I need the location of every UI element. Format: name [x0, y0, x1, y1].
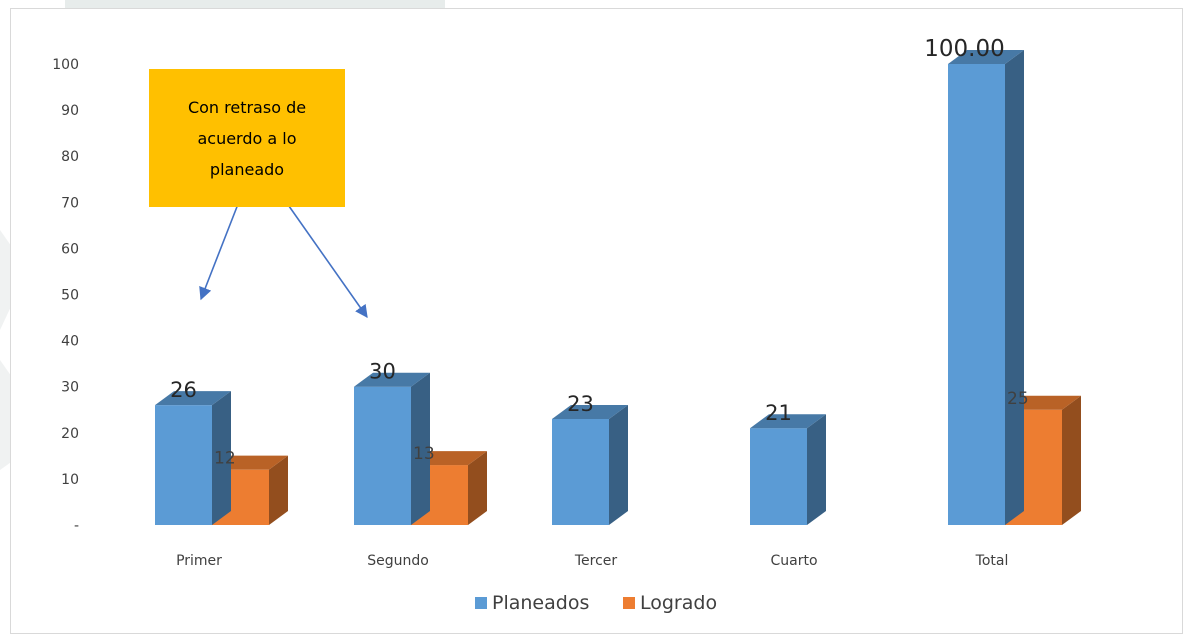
y-tick-label-70: 70 — [61, 195, 79, 211]
y-tick-label-60: 60 — [61, 241, 79, 257]
data-label-planeados-tercer: 23 — [567, 392, 594, 416]
x-tick-label-total: Total — [975, 553, 1009, 569]
arrow-to-primer — [199, 198, 241, 301]
legend-swatch-planeados — [475, 597, 487, 609]
legend: Planeados Logrado — [475, 592, 717, 614]
data-label-logrado-segundo: 13 — [413, 444, 435, 464]
y-tick-label-100: 100 — [52, 57, 79, 73]
legend-item-logrado: Logrado — [623, 592, 717, 614]
x-axis: Primer Segundo Tercer Cuarto Total — [176, 553, 1008, 569]
y-tick-label--: - — [74, 518, 79, 534]
data-label-planeados-segundo: 30 — [369, 360, 396, 384]
y-tick-label-80: 80 — [61, 149, 79, 165]
y-tick-label-30: 30 — [61, 380, 79, 396]
legend-swatch-logrado — [623, 597, 635, 609]
bar-planeados-tercer — [552, 404, 628, 525]
bar-planeados-segundo — [354, 372, 430, 525]
bar-planeados-cuarto — [750, 414, 826, 525]
annotation-text: Con retraso de acuerdo a lo planeado — [187, 97, 307, 179]
data-label-planeados-cuarto: 21 — [765, 401, 792, 425]
y-tick-label-50: 50 — [61, 288, 79, 304]
x-tick-label-cuarto: Cuarto — [770, 553, 817, 569]
bar-planeados-primer — [155, 391, 231, 525]
annotation-arrows — [199, 198, 368, 319]
annotation-callout: Con retraso de acuerdo a lo planeado — [149, 69, 345, 207]
bars — [155, 50, 1081, 525]
legend-label-logrado: Logrado — [640, 592, 717, 614]
chart-area: - 10 20 30 40 50 60 70 80 90 100 12 26 13 30 23 21 25 100… — [10, 8, 1183, 634]
y-tick-label-40: 40 — [61, 334, 79, 350]
legend-label-planeados: Planeados — [492, 592, 589, 614]
data-label-logrado-total: 25 — [1007, 389, 1029, 409]
bar-planeados-total — [948, 50, 1024, 525]
x-tick-label-primer: Primer — [176, 553, 222, 569]
x-tick-label-tercer: Tercer — [574, 553, 618, 569]
data-label-logrado-primer: 12 — [214, 449, 236, 469]
data-labels: 12 26 13 30 23 21 25 100.00 — [170, 36, 1029, 469]
legend-item-planeados: Planeados — [475, 592, 589, 614]
data-label-planeados-primer: 26 — [170, 378, 197, 402]
y-tick-label-90: 90 — [61, 103, 79, 119]
arrow-to-segundo — [283, 198, 368, 319]
data-label-planeados-total: 100.00 — [924, 36, 1004, 62]
y-tick-label-20: 20 — [61, 426, 79, 442]
y-axis: - 10 20 30 40 50 60 70 80 90 100 — [52, 57, 79, 534]
y-tick-label-10: 10 — [61, 472, 79, 488]
bar-chart: - 10 20 30 40 50 60 70 80 90 100 12 26 13 30 23 21 25 100… — [52, 36, 1081, 614]
x-tick-label-segundo: Segundo — [367, 553, 429, 569]
